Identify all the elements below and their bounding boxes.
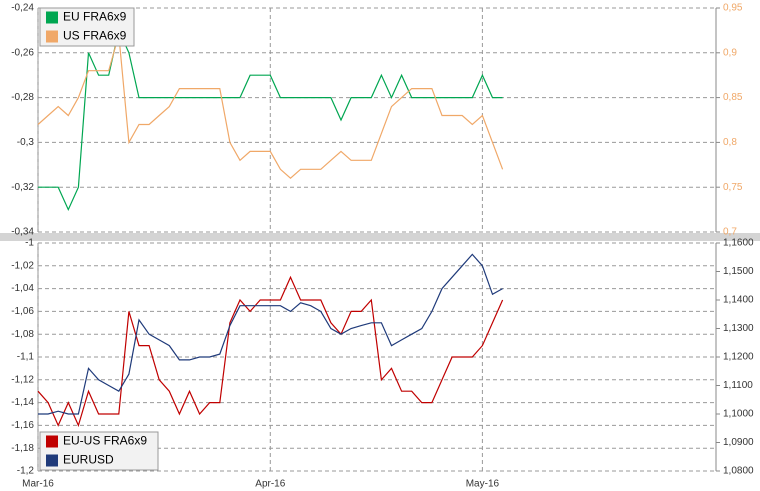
legend-label: EU-US FRA6x9 [63, 434, 147, 448]
y-tick-label: -1,2 [17, 466, 35, 477]
y2-tick-label: 0,95 [723, 3, 743, 14]
legend-swatch [46, 11, 58, 24]
series-line [38, 253, 503, 415]
legend-swatch [46, 454, 58, 467]
x-tick-label: May-16 [466, 479, 500, 490]
y-tick-label: -1,16 [11, 420, 34, 431]
y2-tick-label: 1,1100 [723, 380, 753, 391]
y-tick-label: -1,04 [11, 283, 34, 294]
panel-separator [0, 233, 760, 241]
y-tick-label: -1 [25, 238, 34, 249]
y2-tick-label: 0,75 [723, 182, 743, 193]
series-line [37, 275, 504, 428]
legend-swatch [46, 435, 58, 448]
legend-swatch [46, 30, 58, 43]
y2-tick-label: 1,0800 [723, 466, 754, 477]
legend-label: US FRA6x9 [63, 29, 127, 43]
y2-tick-label: 1,1400 [723, 295, 754, 306]
y-tick-label: -1,06 [11, 306, 34, 317]
y-tick-label: -1,1 [17, 352, 35, 363]
x-tick-label: Apr-16 [255, 479, 285, 490]
y2-tick-label: 1,1500 [723, 266, 754, 277]
legend-label: EU FRA6x9 [63, 10, 127, 24]
y-tick-label: -1,08 [11, 329, 34, 340]
y-tick-label: -0,24 [11, 3, 34, 14]
y-tick-label: -1,12 [11, 374, 34, 385]
legend-box [39, 431, 159, 471]
y2-tick-label: 1,0900 [723, 437, 754, 448]
y-tick-label: -1,02 [11, 260, 34, 271]
y-tick-label: -0,26 [11, 47, 34, 58]
y-tick-label: -0,28 [11, 92, 34, 103]
y-tick-label: -1,14 [11, 397, 34, 408]
y2-tick-label: 1,1300 [723, 323, 754, 334]
series-line [37, 34, 504, 179]
y-tick-label: -0,3 [17, 137, 35, 148]
y2-tick-label: 1,1000 [723, 409, 754, 420]
y2-tick-label: 0,8 [723, 137, 737, 148]
y-tick-label: -0,32 [11, 182, 34, 193]
y-tick-label: -0,34 [11, 227, 34, 238]
legend-label: EURUSD [63, 453, 114, 467]
y2-tick-label: 0,9 [723, 47, 737, 58]
y2-tick-label: 0,7 [723, 227, 737, 238]
y2-tick-label: 1,1600 [723, 238, 754, 249]
y2-tick-label: 1,1200 [723, 352, 754, 363]
y2-tick-label: 0,85 [723, 92, 743, 103]
x-tick-label: Mar-16 [22, 479, 54, 490]
y-tick-label: -1,18 [11, 443, 34, 454]
